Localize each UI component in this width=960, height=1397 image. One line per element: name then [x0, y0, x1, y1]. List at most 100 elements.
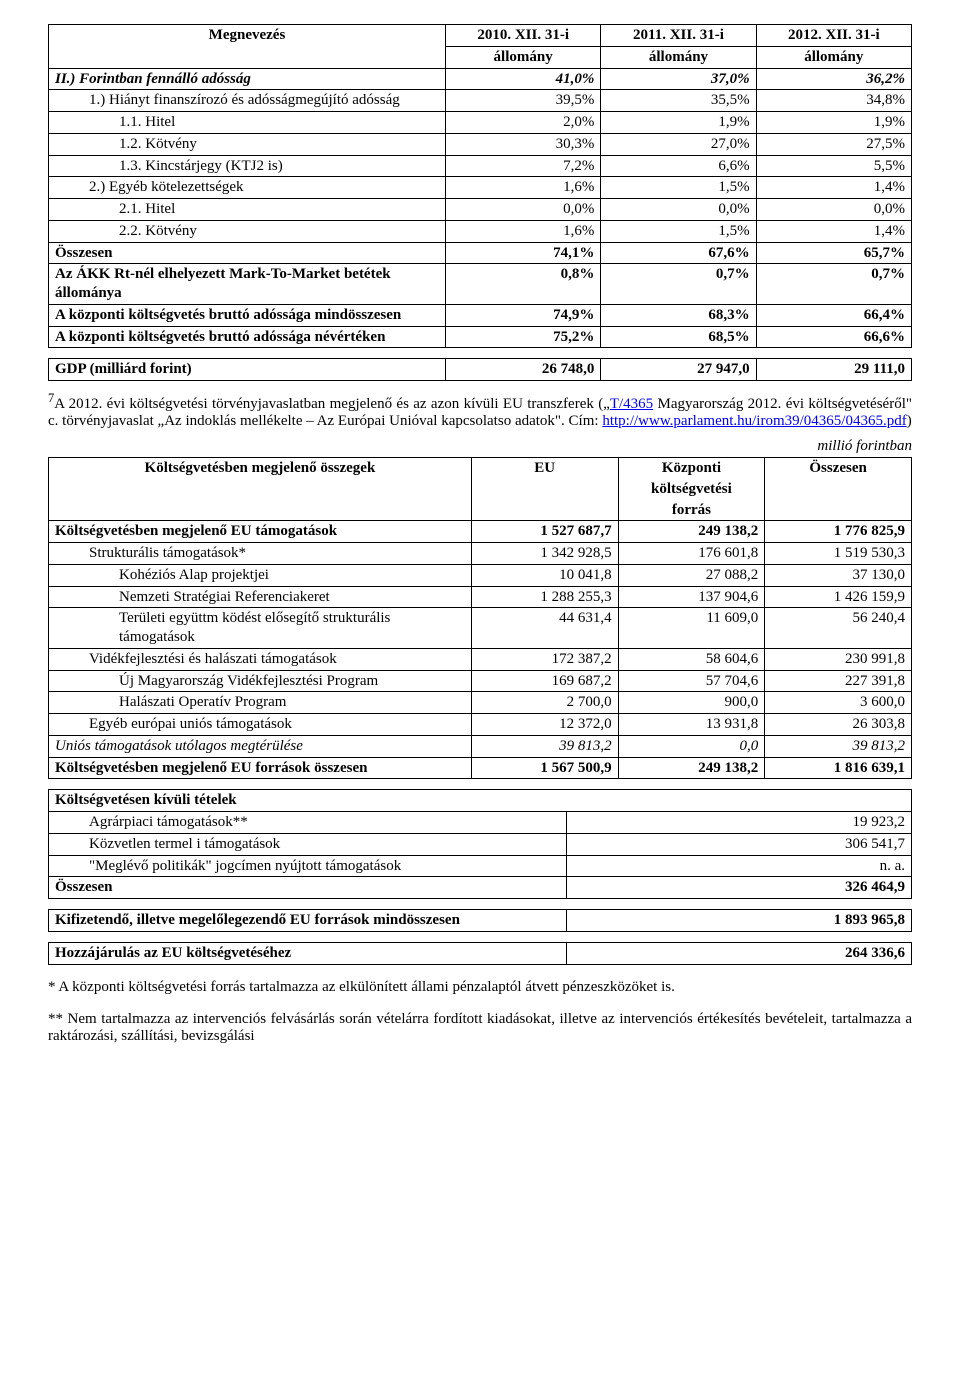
link-t4365[interactable]: T/4365 [610, 396, 653, 412]
table-row: 2.2. Kötvény1,6%1,5%1,4% [49, 220, 912, 242]
row-v2: 57 704,6 [706, 673, 759, 689]
table-row: 1.3. Kincstárjegy (KTJ2 is) 7,2% 6,6% 5,5% [49, 155, 912, 177]
row-v1: 306 541,7 [845, 836, 905, 852]
link-pdf[interactable]: http://www.parlament.hu/irom39/04365/043… [602, 413, 906, 429]
row-v3: 39 813,2 [853, 738, 906, 754]
gdp-v1: 26 748,0 [542, 361, 595, 377]
row-v1: 2,0% [563, 114, 594, 130]
row-v2: 137 904,6 [698, 589, 758, 605]
eu-payable-table: Kifizetendő, illetve megelőlegezendő EU … [48, 909, 912, 932]
t2-c2c: forrás [672, 502, 711, 518]
row-v3: 1,4% [874, 179, 905, 195]
eu-budget-table: Költségvetésben megjelenő összegek EU Kö… [48, 457, 912, 779]
row-v2: 6,6% [718, 158, 749, 174]
row-label: Összesen [55, 879, 113, 895]
row-v2: 0,7% [716, 266, 750, 282]
col-2012b: állomány [804, 49, 863, 65]
table-row: Egyéb európai uniós támogatások 12 372,0 1… [49, 714, 912, 736]
row-v3: 36,2% [866, 71, 905, 87]
row-v2: 68,3% [708, 307, 749, 323]
row-label: Az ÁKK Rt-nél elhelyezett Mark-To-Market… [55, 266, 391, 301]
row-label: Strukturális támogatások* [89, 545, 246, 561]
table-row: Halászati Operatív Program2 700,0900,03 … [49, 692, 912, 714]
row-v1: 74,9% [553, 307, 594, 323]
row-v2: 1,5% [718, 179, 749, 195]
row-label: 1.) Hiányt finanszírozó és adósságmegújí… [89, 92, 400, 108]
row-v1: 44 631,4 [559, 610, 612, 626]
row-v1: 12 372,0 [559, 716, 612, 732]
row-v3: 0,7% [871, 266, 905, 282]
col-2011b: állomány [649, 49, 708, 65]
row-v1: 1 527 687,7 [540, 523, 611, 539]
row-v3: 1 519 530,3 [834, 545, 905, 561]
table-row: 2.) Egyéb kötelezettségek1,6%1,5%1,4% [49, 177, 912, 199]
row-label: II.) Forintban fennálló adósság [55, 71, 251, 87]
row-v3: 1,4% [874, 223, 905, 239]
row-v1: 74,1% [553, 245, 594, 261]
col-2011a: 2011. XII. 31-i [633, 27, 724, 43]
row-v1: 19 923,2 [853, 814, 906, 830]
row-v3: 5,5% [874, 158, 905, 174]
row-v1: 39,5% [556, 92, 595, 108]
table-row: Kohéziós Alap projektjei10 041,827 088,2… [49, 564, 912, 586]
row-v1: 326 464,9 [845, 879, 905, 895]
row-v2: 67,6% [708, 245, 749, 261]
footnote-2: ** Nem tartalmazza az intervenciós felvá… [48, 1011, 912, 1045]
col-2012a: 2012. XII. 31-i [788, 27, 880, 43]
table-row: 2.1. Hitel0,0%0,0%0,0% [49, 199, 912, 221]
row-v2: 37,0% [711, 71, 750, 87]
row-v1: 1 288 255,3 [540, 589, 611, 605]
row-label: Uniós támogatások utólagos megtérülése [55, 738, 303, 754]
debt-table: Megnevezés 2010. XII. 31-i 2011. XII. 31… [48, 24, 912, 348]
table-row: Agrárpiaci támogatások** 19 923,2 [49, 812, 912, 834]
table-row: A központi költségvetés bruttó adóssága … [49, 326, 912, 348]
row-label: Nemzeti Stratégiai Referenciakeret [119, 589, 330, 605]
row-label: "Meglévő politikák" jogcímen nyújtott tá… [89, 858, 401, 874]
gdp-v3: 29 111,0 [854, 361, 905, 377]
row-v1: 0,8% [561, 266, 595, 282]
row-v1: 7,2% [563, 158, 594, 174]
table-row: 1.2. Kötvény30,3%27,0%27,5% [49, 133, 912, 155]
row-label: 1.2. Kötvény [119, 136, 197, 152]
row-label: A központi költségvetés bruttó adóssága … [55, 329, 385, 345]
col-megnevezes: Megnevezés [209, 27, 286, 43]
row-v2: 58 604,6 [706, 651, 759, 667]
row-v2: 249 138,2 [698, 760, 758, 776]
t4-label: Kifizetendő, illetve megelőlegezendő EU … [55, 912, 460, 928]
intro-paragraph: 7A 2012. évi költségvetési törvényjavasl… [48, 391, 912, 430]
row-v3: 0,0% [874, 201, 905, 217]
row-v3: 227 391,8 [845, 673, 905, 689]
row-label: Költségvetésben megjelenő EU források ös… [55, 760, 367, 776]
row-v2: 1,9% [718, 114, 749, 130]
t2-c3: Összesen [809, 460, 867, 476]
row-v2: 27,0% [711, 136, 750, 152]
table-row: Új Magyarország Vidékfejlesztési Program… [49, 670, 912, 692]
row-v3: 1 776 825,9 [834, 523, 905, 539]
row-v1: 169 687,2 [552, 673, 612, 689]
row-label: Halászati Operatív Program [119, 694, 286, 710]
row-v2: 35,5% [711, 92, 750, 108]
col-2010a: 2010. XII. 31-i [477, 27, 569, 43]
gdp-table: GDP (milliárd forint) 26 748,0 27 947,0 … [48, 358, 912, 381]
t5-v1: 264 336,6 [845, 945, 905, 961]
row-v3: 27,5% [866, 136, 905, 152]
gdp-v2: 27 947,0 [697, 361, 750, 377]
row-label: A központi költségvetés bruttó adóssága … [55, 307, 401, 323]
row-label: Költségvetésben megjelenő EU támogatások [55, 523, 337, 539]
row-label: Új Magyarország Vidékfejlesztési Program [119, 673, 378, 689]
row-v2: 176 601,8 [698, 545, 758, 561]
row-v3: 1 816 639,1 [834, 760, 905, 776]
row-v1: 172 387,2 [552, 651, 612, 667]
row-label: Vidékfejlesztési és halászati támogatáso… [89, 651, 337, 667]
row-label: 1.3. Kincstárjegy (KTJ2 is) [119, 158, 283, 174]
table-row: Strukturális támogatások*1 342 928,5176 … [49, 543, 912, 565]
row-label: Agrárpiaci támogatások** [89, 814, 248, 830]
row-v2: 13 931,8 [706, 716, 759, 732]
table-row: II.) Forintban fennálló adósság41,0%37,0… [49, 68, 912, 90]
row-label: Kohéziós Alap projektjei [119, 567, 269, 583]
row-v3: 65,7% [864, 245, 905, 261]
row-v1: 1,6% [563, 223, 594, 239]
row-v3: 3 600,0 [860, 694, 905, 710]
row-label: Egyéb európai uniós támogatások [89, 716, 292, 732]
table-row: 1.) Hiányt finanszírozó és adósságmegújí… [49, 90, 912, 112]
